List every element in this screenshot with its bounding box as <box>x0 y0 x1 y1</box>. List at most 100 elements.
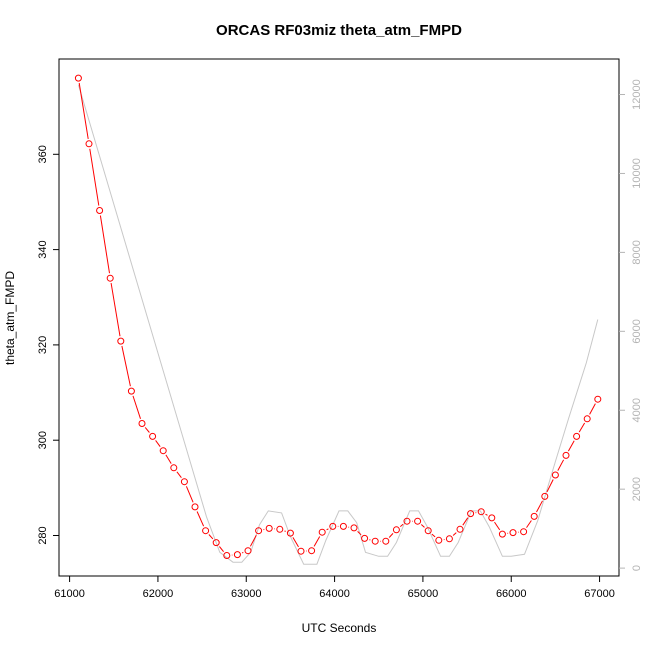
y2-tick-label: 10000 <box>631 158 643 189</box>
data-point <box>255 527 263 535</box>
y-tick-label: 340 <box>37 240 49 258</box>
series-line-segment <box>326 528 329 531</box>
data-point <box>562 451 570 459</box>
series-line-segment <box>241 551 244 554</box>
x-tick-label: 64000 <box>319 588 350 600</box>
data-point <box>583 415 591 423</box>
data-point <box>339 522 347 530</box>
data-point <box>541 492 549 500</box>
data-point <box>594 395 602 403</box>
series-line-segment <box>388 533 394 538</box>
y2-tick-label: 4000 <box>631 398 643 422</box>
data-point <box>127 387 135 395</box>
series-line-segment <box>462 517 469 526</box>
series-line-segment <box>526 520 532 528</box>
series-line-segment <box>208 534 214 540</box>
data-point <box>276 525 284 533</box>
series-line-segment <box>494 521 501 531</box>
plot-frame <box>58 58 620 577</box>
data-point <box>329 522 337 530</box>
y2-tick-label: 2000 <box>631 477 643 501</box>
data-point <box>350 524 358 532</box>
data-point <box>414 517 422 525</box>
data-point <box>212 539 220 547</box>
data-point <box>170 464 178 472</box>
data-point <box>477 508 485 516</box>
data-point <box>318 528 326 536</box>
series-line-segment <box>567 440 575 452</box>
series-line-segment <box>452 532 457 536</box>
data-point <box>371 537 379 545</box>
chart-title: ORCAS RF03miz theta_atm_FMPD <box>216 22 462 39</box>
data-point <box>467 510 475 518</box>
y-tick-label: 300 <box>37 431 49 449</box>
series-line-segment <box>420 524 425 528</box>
series-line-segment <box>165 454 172 464</box>
data-point <box>498 530 506 538</box>
data-point <box>392 526 400 534</box>
data-point <box>202 527 210 535</box>
data-point <box>286 529 294 537</box>
series-line-segment <box>144 427 150 433</box>
series-line-segment <box>185 486 194 503</box>
data-point <box>445 535 453 543</box>
series-line-segment <box>110 283 121 337</box>
series-line-segment <box>357 531 362 536</box>
x-axis: 61000 62000 63000 64000 65000 66000 67000 <box>54 576 615 600</box>
series-line-segment <box>196 511 205 527</box>
y-axis-label: theta_atm_FMPD <box>3 271 17 365</box>
data-point <box>117 337 125 345</box>
data-point <box>573 432 581 440</box>
data-point <box>435 536 443 544</box>
data-point <box>488 514 496 522</box>
series-line-segment <box>399 523 404 527</box>
series-line-segment <box>219 546 224 553</box>
y2-tick-label: 12000 <box>631 79 643 110</box>
series-line-right-axis <box>77 84 599 565</box>
series-line-segment <box>99 215 110 274</box>
data-point <box>361 534 369 542</box>
data-point <box>96 207 104 214</box>
data-point <box>551 471 559 479</box>
data-point <box>520 528 528 536</box>
y2-tick-label: 0 <box>631 565 643 571</box>
x-tick-label: 67000 <box>584 588 615 600</box>
series-line-segment <box>557 459 565 471</box>
series-line-segment <box>89 148 100 206</box>
series-line-segment <box>431 533 436 538</box>
data-point <box>424 527 432 535</box>
data-point <box>265 524 273 532</box>
series-line-segment <box>292 537 299 548</box>
y-tick-label: 360 <box>37 145 49 163</box>
y-axis-left: 280 300 320 340 360 <box>37 145 59 545</box>
data-point <box>233 551 241 559</box>
data-point <box>308 547 316 555</box>
x-axis-label: UTC Seconds <box>302 621 377 635</box>
series-line-segment <box>313 536 321 547</box>
data-point <box>382 537 390 545</box>
y-tick-label: 320 <box>37 336 49 354</box>
series-line-segment <box>155 440 161 447</box>
data-point <box>530 512 538 520</box>
data-point <box>244 547 252 555</box>
data-point <box>297 547 305 555</box>
x-tick-label: 66000 <box>496 588 527 600</box>
series-line-segment <box>249 534 257 547</box>
series-line-segment <box>589 403 596 415</box>
y-tick-label: 280 <box>37 526 49 544</box>
x-tick-label: 65000 <box>408 588 439 600</box>
data-point <box>456 525 464 533</box>
data-point <box>138 420 146 427</box>
data-point <box>191 503 199 511</box>
series-line-segment <box>132 395 141 419</box>
series-line-segment <box>578 422 586 433</box>
data-point <box>106 274 114 282</box>
data-point <box>509 529 517 537</box>
series-layer <box>74 74 602 565</box>
data-point <box>223 552 231 559</box>
data-point <box>403 517 411 525</box>
series-line-segment <box>176 471 182 479</box>
x-tick-label: 61000 <box>54 588 85 600</box>
